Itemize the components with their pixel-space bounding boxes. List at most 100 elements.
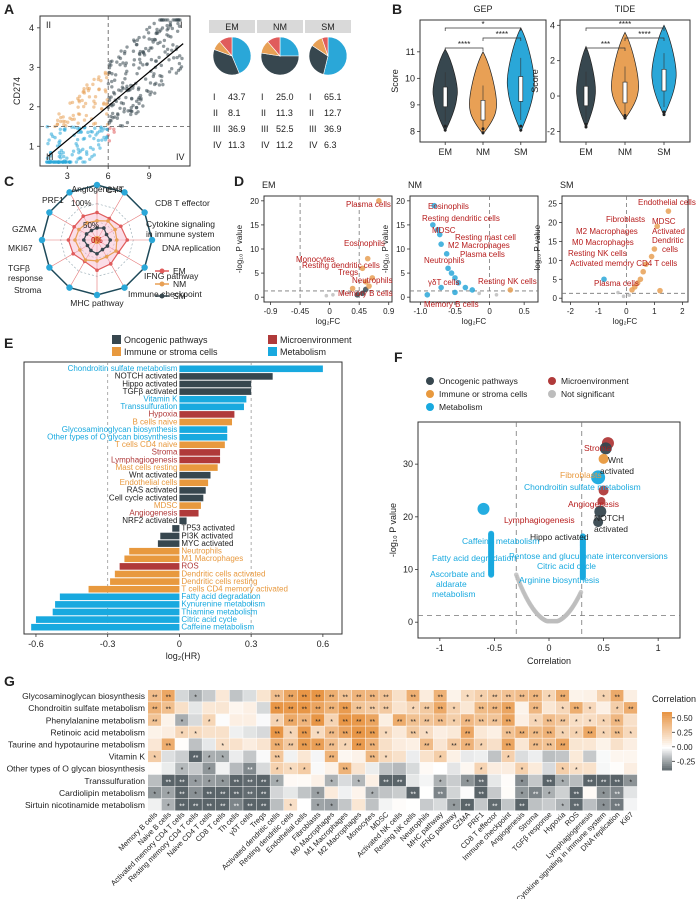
radar-series-point	[106, 219, 110, 223]
scatter-point	[65, 156, 69, 160]
significance-mark: **	[315, 743, 321, 750]
heatmap-cell	[270, 750, 284, 763]
x-tick-label: -0.5	[448, 307, 462, 316]
scatter-point	[123, 63, 127, 68]
bar	[31, 623, 180, 631]
scatter-point	[70, 153, 74, 157]
heatmap-cell	[501, 762, 515, 775]
scatter-point	[75, 137, 80, 142]
x-tick-label: SM	[657, 147, 671, 157]
heatmap-cell	[474, 702, 488, 714]
colorbar-segment	[662, 752, 672, 756]
volcano-title: SM	[560, 180, 574, 190]
quadrant-percent: 11.3	[276, 108, 293, 118]
colorbar-tick-label: 0.25	[677, 728, 693, 737]
violin-box	[583, 85, 589, 107]
x-tick-label: -1	[595, 307, 603, 316]
scatter-point	[98, 146, 102, 150]
scatter-point	[148, 81, 153, 85]
y-axis-label: Score	[390, 69, 400, 93]
scatter-point	[84, 113, 89, 118]
quadrant-percent: 6.3	[324, 140, 337, 150]
violin-box	[480, 100, 486, 121]
significance-mark: **	[546, 731, 552, 738]
volcano-point	[621, 294, 626, 299]
significance-mark: *	[425, 731, 428, 738]
heatmap-cell	[528, 702, 542, 714]
y-tick-label: 25	[548, 200, 557, 209]
heatmap-cell	[365, 726, 379, 738]
scatter-point	[70, 117, 74, 122]
x-tick-label: -0.6	[28, 639, 44, 649]
significance-mark: *	[276, 779, 279, 786]
radar-series-point	[89, 248, 93, 253]
heatmap-cell	[379, 690, 393, 702]
outlier-point	[481, 131, 485, 135]
panel-c: C 0% 50% 100% Angiogenesis CD8 T effector Cyto…	[4, 173, 221, 308]
significance-mark: **	[370, 695, 376, 702]
scatter-point	[121, 61, 125, 65]
scatter-point	[70, 100, 75, 105]
heatmap-cell	[229, 750, 243, 763]
significance-mark: **	[519, 804, 525, 811]
heatmap-cell	[297, 726, 311, 738]
heatmap-cell	[379, 750, 393, 763]
significance-mark: **	[234, 779, 240, 786]
volcano-point	[340, 291, 345, 296]
volcano-point-label: M2 Macrophages	[448, 241, 510, 250]
quadrant-row-label: IV	[213, 140, 222, 150]
volcano-point-label: Plasma cells	[346, 200, 391, 209]
legend-label: Oncogenic pathways	[124, 335, 208, 345]
bar	[179, 365, 323, 373]
heatmap-cell	[569, 726, 583, 738]
significance-mark: **	[587, 731, 593, 738]
heatmap-cell	[243, 726, 257, 738]
colorbar-segment	[662, 737, 672, 740]
significance-mark: **	[614, 731, 620, 738]
heatmap-cell	[460, 714, 474, 726]
significance-mark: **	[628, 707, 634, 714]
heatmap-cell	[542, 690, 556, 702]
group-header-label: NM	[273, 22, 287, 32]
bar	[179, 395, 247, 403]
heatmap-cell	[175, 774, 189, 787]
volcano-point-label: Resting NK cells	[478, 277, 537, 286]
scatter-point	[91, 147, 95, 151]
scatter-point	[100, 138, 104, 142]
significance-mark: *	[548, 791, 551, 798]
y-tick-label: 2	[550, 56, 555, 66]
scatter-point	[174, 71, 179, 75]
heatmap-cell	[352, 762, 366, 775]
radar-node	[121, 189, 128, 196]
scatter-point	[92, 153, 96, 157]
scatter-point	[113, 73, 118, 77]
scatter-point	[103, 88, 107, 92]
quadrant-row-label: III	[213, 124, 221, 134]
volcano-point	[438, 284, 444, 291]
legend-label: Oncogenic pathways	[439, 376, 518, 386]
bar	[55, 601, 180, 608]
bar	[179, 494, 204, 502]
heatmap-cell	[596, 774, 610, 787]
significance-mark: **	[302, 743, 308, 750]
heatmap-cell	[583, 726, 597, 738]
point-label: Pentose and glucuronate interconversions	[509, 551, 668, 561]
scatter-point	[80, 98, 84, 103]
scatter-point	[93, 126, 97, 130]
bar-label: TGFβ activated	[123, 387, 178, 396]
heatmap-cell	[256, 726, 270, 738]
scatter-point	[93, 121, 98, 126]
bar-label: Vitamin K	[143, 395, 178, 404]
radar-node	[46, 209, 53, 216]
colorbar-tick-label: 0.00	[677, 743, 693, 752]
colorbar-segment	[662, 742, 672, 746]
legend-dot	[548, 390, 556, 398]
scatter-point	[110, 72, 114, 76]
scatter-point	[159, 79, 164, 83]
volcano-point	[359, 290, 366, 297]
radar-axis-label: PRF1	[42, 195, 64, 205]
bar	[179, 464, 218, 471]
heatmap-cell	[324, 714, 338, 726]
heatmap-cell	[243, 798, 257, 811]
heatmap-cell	[528, 738, 542, 750]
